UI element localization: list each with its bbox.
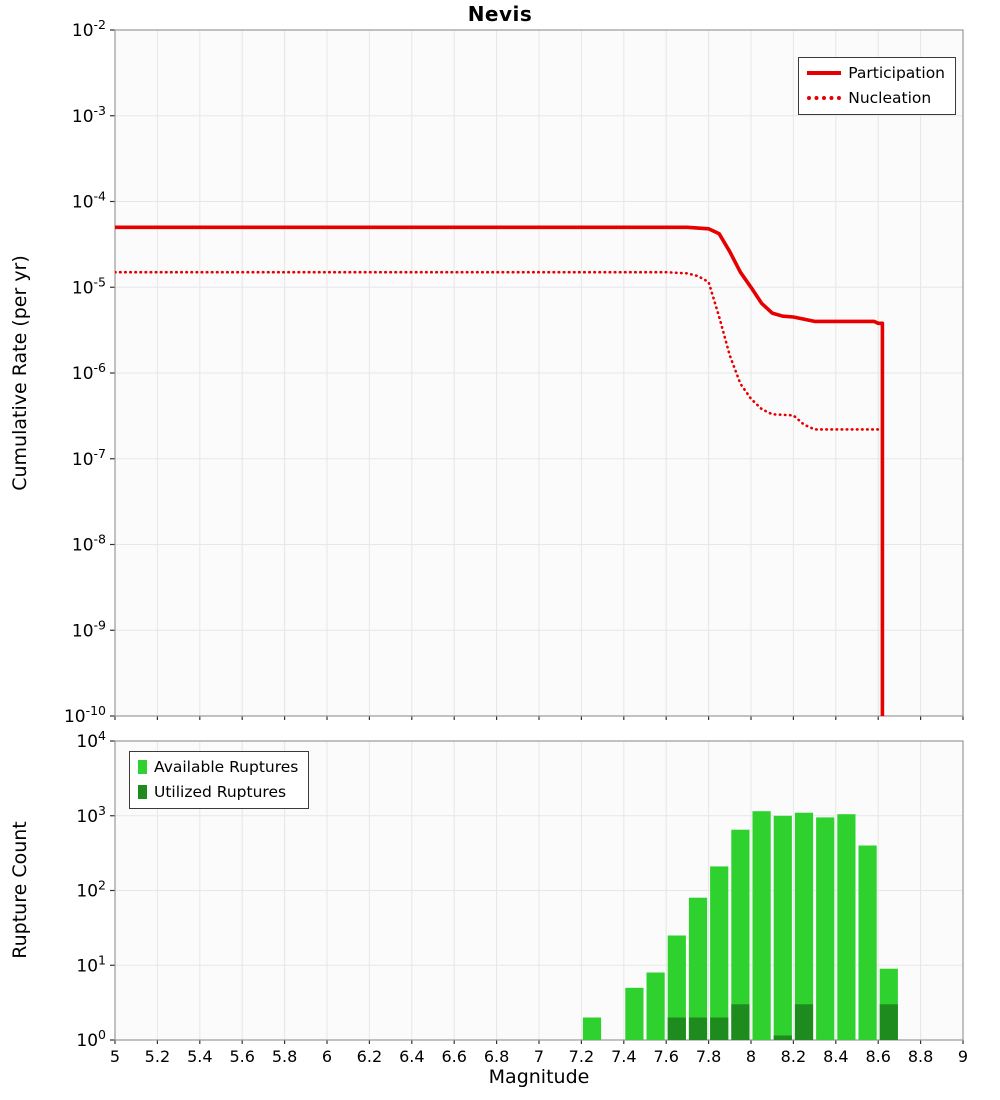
bottom-y-axis-label: Rupture Count xyxy=(9,821,31,959)
available-ruptures-legend-label: Available Ruptures xyxy=(154,758,299,776)
svg-text:10-4: 10-4 xyxy=(72,189,106,213)
x-axis-label: Magnitude xyxy=(488,1066,590,1088)
svg-text:10-10: 10-10 xyxy=(64,703,106,727)
svg-text:7.8: 7.8 xyxy=(696,1047,721,1066)
nucleation-line-sample xyxy=(807,96,842,100)
svg-text:8.2: 8.2 xyxy=(781,1047,806,1066)
rate-curves xyxy=(115,225,885,716)
svg-text:6.8: 6.8 xyxy=(484,1047,509,1066)
svg-text:5: 5 xyxy=(110,1047,120,1066)
svg-text:10-3: 10-3 xyxy=(72,103,106,127)
svg-text:101: 101 xyxy=(76,952,106,976)
participation-line-sample xyxy=(807,71,842,75)
svg-text:10-5: 10-5 xyxy=(72,274,106,298)
svg-text:102: 102 xyxy=(76,878,106,902)
utilized-ruptures-swatch xyxy=(138,785,147,799)
svg-text:7.4: 7.4 xyxy=(611,1047,636,1066)
svg-text:100: 100 xyxy=(76,1027,106,1051)
svg-text:5.6: 5.6 xyxy=(229,1047,254,1066)
svg-text:8.6: 8.6 xyxy=(865,1047,890,1066)
svg-text:10-7: 10-7 xyxy=(72,446,106,470)
nucleation-legend-label: Nucleation xyxy=(848,89,932,107)
svg-text:5.4: 5.4 xyxy=(187,1047,212,1066)
svg-text:10-6: 10-6 xyxy=(72,360,106,384)
svg-text:9: 9 xyxy=(958,1047,968,1066)
svg-text:6.4: 6.4 xyxy=(399,1047,424,1066)
legend-item-available-ruptures: Available Ruptures xyxy=(138,758,298,776)
legend-item-participation: Participation xyxy=(807,64,945,82)
legend-item-utilized-ruptures: Utilized Ruptures xyxy=(138,783,298,801)
svg-text:7.6: 7.6 xyxy=(653,1047,678,1066)
svg-text:6.6: 6.6 xyxy=(441,1047,466,1066)
top-legend: Participation Nucleation xyxy=(798,57,956,115)
svg-text:7: 7 xyxy=(534,1047,544,1066)
svg-text:5.2: 5.2 xyxy=(145,1047,170,1066)
svg-text:6.2: 6.2 xyxy=(357,1047,382,1066)
svg-text:10-8: 10-8 xyxy=(72,532,106,556)
legend-item-nucleation: Nucleation xyxy=(807,89,945,107)
svg-text:104: 104 xyxy=(76,728,106,752)
participation-legend-label: Participation xyxy=(848,64,945,82)
svg-text:10-9: 10-9 xyxy=(72,617,106,641)
svg-text:7.2: 7.2 xyxy=(569,1047,594,1066)
svg-text:5.8: 5.8 xyxy=(272,1047,297,1066)
available-ruptures-swatch xyxy=(138,760,147,774)
svg-text:8.8: 8.8 xyxy=(908,1047,933,1066)
svg-text:6: 6 xyxy=(322,1047,332,1066)
bottom-legend: Available Ruptures Utilized Ruptures xyxy=(129,751,310,809)
svg-text:10-2: 10-2 xyxy=(72,17,106,41)
svg-text:8.4: 8.4 xyxy=(823,1047,848,1066)
top-y-axis-label: Cumulative Rate (per yr) xyxy=(9,255,31,491)
svg-text:8: 8 xyxy=(746,1047,756,1066)
chart-title: Nevis xyxy=(467,2,533,26)
svg-text:103: 103 xyxy=(76,803,106,827)
utilized-ruptures-legend-label: Utilized Ruptures xyxy=(154,783,287,801)
rupture-bars xyxy=(582,811,898,1041)
top-panel: 10-10 10-9 10-8 10-7 10-6 10-5 10-4 10-3 10-2 xyxy=(64,17,964,727)
